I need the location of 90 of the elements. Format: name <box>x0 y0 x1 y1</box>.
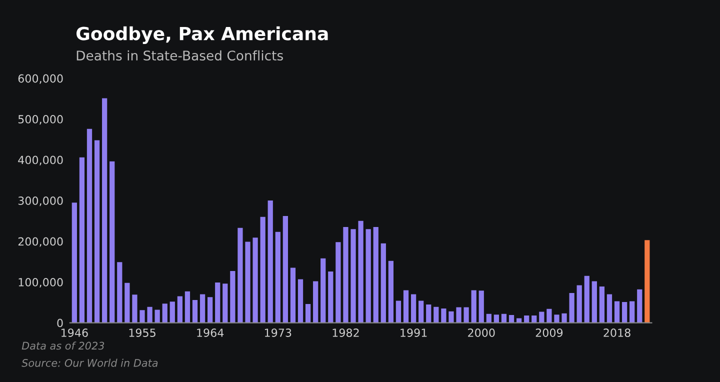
chart-subtitle: Deaths in State-Based Conflicts <box>76 50 283 61</box>
bar <box>192 300 198 323</box>
bar <box>358 220 364 323</box>
bar <box>562 313 567 323</box>
y-tick-label: 100,000 <box>18 278 63 288</box>
bar <box>72 202 77 323</box>
bar <box>170 302 175 323</box>
bar <box>478 290 484 323</box>
y-tick-label: 200,000 <box>18 237 63 247</box>
bar <box>177 296 182 323</box>
x-tick-label: 1973 <box>264 328 292 337</box>
x-tick-label: 1955 <box>129 328 156 337</box>
bar <box>79 157 85 323</box>
bar <box>366 229 371 323</box>
bar <box>441 308 446 323</box>
bar <box>434 306 439 323</box>
bar <box>410 294 416 323</box>
x-tick-label: 2009 <box>536 328 563 337</box>
bar <box>94 140 100 323</box>
x-tick-label: 2018 <box>604 328 630 337</box>
bar <box>644 240 650 323</box>
bar <box>456 307 462 323</box>
bar <box>320 258 326 323</box>
bar <box>388 260 394 323</box>
x-tick-label: 1982 <box>332 328 359 337</box>
bar <box>343 227 348 323</box>
bar <box>464 307 469 323</box>
bar <box>336 242 341 323</box>
bar <box>606 294 612 323</box>
bar <box>132 294 138 323</box>
bar <box>614 301 620 323</box>
bar <box>599 286 605 323</box>
chart-title: Goodbye, Pax Americana <box>76 26 328 44</box>
bar <box>102 98 108 323</box>
bar <box>313 281 318 323</box>
bar <box>208 297 213 323</box>
bar <box>245 242 250 323</box>
bar <box>569 293 574 323</box>
bar <box>290 268 296 323</box>
bar <box>147 306 152 323</box>
bar <box>298 279 304 323</box>
bar <box>630 301 635 323</box>
bar <box>584 276 590 323</box>
x-tick-label: 1946 <box>62 328 88 337</box>
bar <box>622 302 628 323</box>
bar <box>86 128 92 323</box>
bar <box>222 284 228 323</box>
bar <box>260 216 266 323</box>
text: Data as of 2023 <box>22 342 104 350</box>
y-tick-label: 0 <box>57 318 63 328</box>
bar <box>418 300 424 323</box>
x-tick-label: 1991 <box>400 328 427 337</box>
bar <box>426 304 432 323</box>
bar <box>448 311 454 323</box>
bar <box>554 314 560 323</box>
bar <box>252 238 258 323</box>
y-tick-label: 300,000 <box>18 196 63 206</box>
bar <box>396 300 402 323</box>
bar <box>403 290 409 323</box>
bar <box>471 290 476 323</box>
x-tick-label: 2000 <box>468 328 495 337</box>
bar <box>162 304 168 323</box>
bar <box>200 294 206 323</box>
bar <box>350 229 356 323</box>
bar <box>230 271 236 323</box>
bar <box>305 304 311 323</box>
bar <box>117 262 122 323</box>
bar <box>546 308 552 323</box>
bar <box>328 271 334 323</box>
bar <box>282 216 288 323</box>
bar <box>238 228 243 323</box>
bar <box>637 289 642 323</box>
bar <box>140 310 145 323</box>
y-tick-label: 500,000 <box>18 115 63 125</box>
bar <box>494 314 500 323</box>
bar <box>380 243 386 323</box>
bar <box>576 285 582 323</box>
bar <box>215 282 220 323</box>
y-tick-label: 400,000 <box>18 156 63 166</box>
bar <box>268 200 273 323</box>
bar <box>124 282 130 323</box>
bar <box>275 232 280 323</box>
bar <box>373 227 378 323</box>
bar <box>110 161 115 323</box>
bar <box>154 310 160 323</box>
bar <box>592 281 597 323</box>
bar <box>184 291 190 323</box>
x-tick-label: 1964 <box>197 328 224 337</box>
y-tick-label: 600,000 <box>18 74 63 84</box>
source-note: Source: Our World in Data <box>22 358 158 367</box>
